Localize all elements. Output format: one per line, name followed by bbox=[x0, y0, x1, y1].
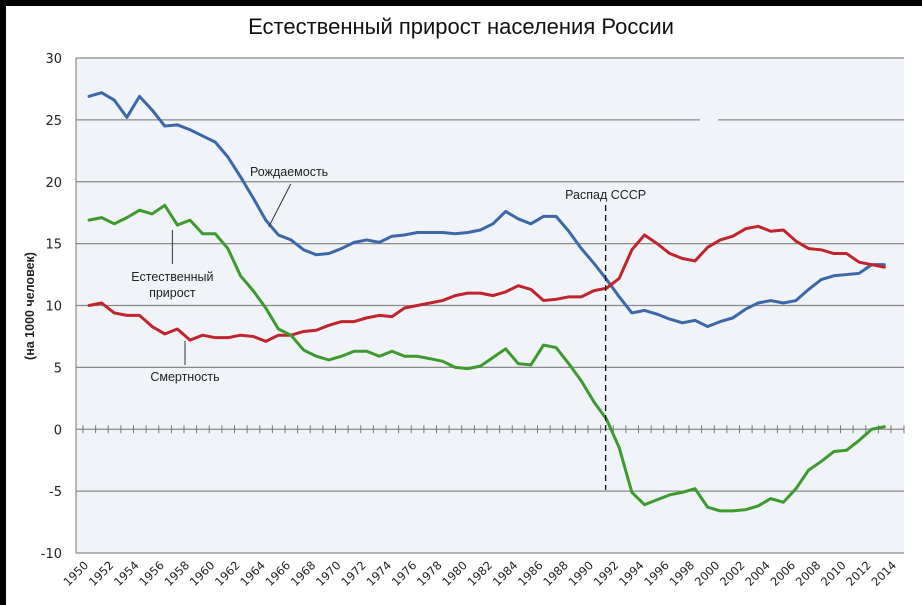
x-tick-label: 2010 bbox=[818, 558, 849, 589]
x-tick-label: 1972 bbox=[338, 558, 369, 589]
series-line-Рождаемость bbox=[87, 91, 886, 329]
x-tick-label: 1976 bbox=[389, 558, 420, 589]
annotations: Рождаемость Естественный прирост Смертность… bbox=[131, 165, 646, 490]
x-tick-label: 1970 bbox=[313, 558, 344, 589]
x-tick-label: 1966 bbox=[263, 558, 294, 589]
x-tick-label: 1984 bbox=[490, 558, 521, 589]
x-tick-label: 1960 bbox=[187, 558, 218, 589]
gridlines bbox=[76, 57, 904, 554]
x-tick-label: 1988 bbox=[540, 558, 571, 589]
y-tick-label: 25 bbox=[45, 114, 62, 129]
x-tick-label: 1956 bbox=[136, 558, 167, 589]
x-tick-label: 1964 bbox=[237, 558, 268, 589]
y-tick-label: 10 bbox=[45, 300, 62, 315]
annotation-leader bbox=[268, 183, 292, 228]
annotation-death-rate: Смертность bbox=[150, 370, 219, 384]
ussr-collapse-label: Распад СССР bbox=[565, 188, 646, 202]
x-tick-label: 1952 bbox=[86, 558, 117, 589]
x-tick-label: 1986 bbox=[515, 558, 546, 589]
x-tick-label: 1950 bbox=[61, 558, 92, 589]
x-tick-label: 2014 bbox=[869, 558, 900, 589]
x-tick-label: 1982 bbox=[465, 558, 496, 589]
x-tick-label: 1998 bbox=[667, 558, 698, 589]
chart-title: Естественный прирост населения России bbox=[248, 14, 674, 39]
x-tick-label: 2006 bbox=[768, 558, 799, 589]
x-tick-label: 1974 bbox=[364, 558, 395, 589]
series-line-Смертность bbox=[87, 224, 886, 343]
series-lines bbox=[87, 91, 886, 513]
x-tick-label: 1992 bbox=[591, 558, 622, 589]
x-tick-label: 1980 bbox=[439, 558, 470, 589]
y-tick-label: 30 bbox=[45, 52, 62, 67]
annotation-birth-rate: Рождаемость bbox=[250, 165, 328, 179]
y-tick-label: 5 bbox=[54, 361, 62, 376]
x-tick-label: 1968 bbox=[288, 558, 319, 589]
x-tick-label: 2002 bbox=[717, 558, 748, 589]
y-axis: 30 25 20 15 10 5 0 -5 -10 bbox=[41, 52, 77, 562]
x-tick-label: 1994 bbox=[616, 558, 647, 589]
annotation-natural-growth: прирост bbox=[149, 286, 196, 300]
y-tick-label: 20 bbox=[45, 176, 62, 191]
y-tick-label: -5 bbox=[49, 485, 62, 500]
y-tick-label: -10 bbox=[41, 547, 62, 562]
x-tick-label: 1958 bbox=[162, 558, 193, 589]
x-tick-label: 1990 bbox=[566, 558, 597, 589]
x-tick-label: 1978 bbox=[414, 558, 445, 589]
y-tick-label: 15 bbox=[45, 238, 62, 253]
x-tick-label: 2000 bbox=[692, 558, 723, 589]
x-tick-label: 2012 bbox=[843, 558, 874, 589]
x-tick-label: 1996 bbox=[641, 558, 672, 589]
x-tick-label: 2004 bbox=[742, 558, 773, 589]
y-axis-label: (на 1000 человек) bbox=[23, 252, 37, 360]
x-tick-label: 1954 bbox=[111, 558, 142, 589]
x-tick-label: 2008 bbox=[793, 558, 824, 589]
annotation-natural-growth: Естественный bbox=[131, 270, 213, 284]
series-line-Естественный прирост bbox=[87, 203, 886, 513]
y-tick-label: 0 bbox=[54, 423, 62, 438]
x-tick-label: 1962 bbox=[212, 558, 243, 589]
